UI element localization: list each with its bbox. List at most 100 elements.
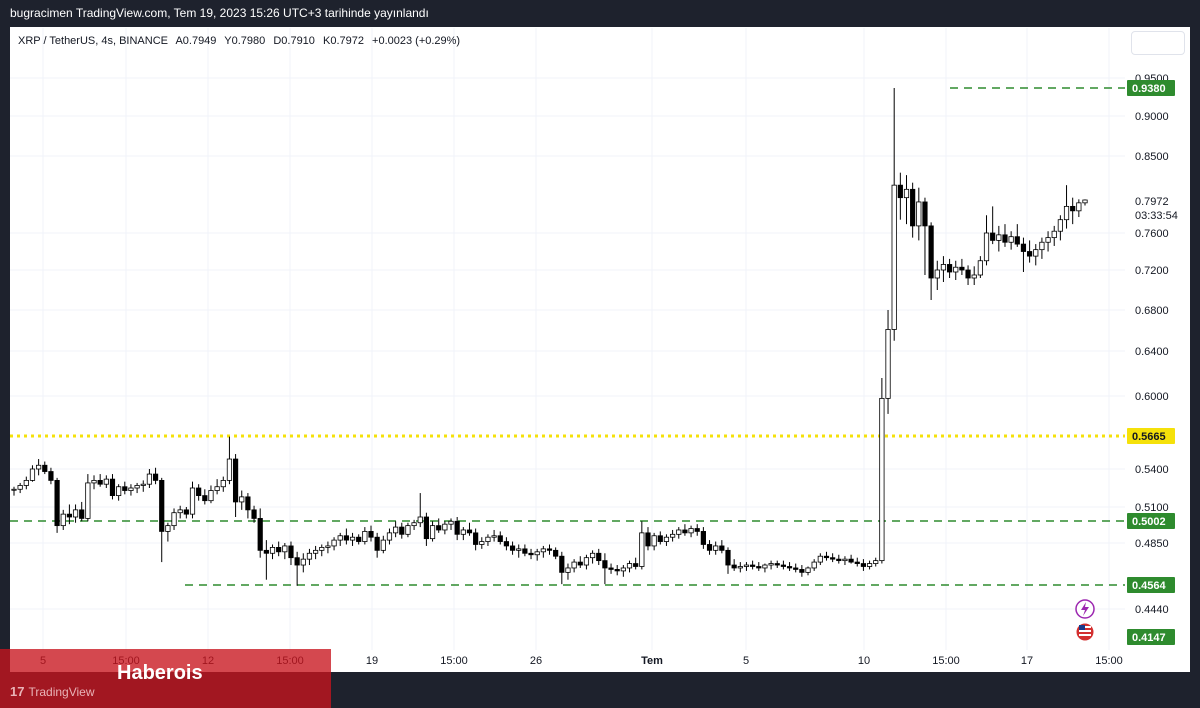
candle-body bbox=[269, 547, 276, 554]
candle-body bbox=[122, 486, 128, 491]
y-tick-label: 0.6000 bbox=[1135, 391, 1169, 403]
candle-body bbox=[473, 532, 479, 545]
candle-body bbox=[356, 536, 362, 542]
candle-body bbox=[596, 552, 602, 562]
y-tick-label: 0.7600 bbox=[1135, 228, 1169, 240]
candle-body bbox=[608, 567, 614, 570]
indicator-box[interactable] bbox=[1131, 31, 1185, 55]
candle-body bbox=[337, 535, 343, 541]
candle-body bbox=[860, 563, 867, 567]
close-value: K0.7972 bbox=[322, 35, 364, 47]
candle-body bbox=[245, 496, 251, 511]
candle-body bbox=[626, 563, 633, 569]
candle-body bbox=[706, 544, 713, 551]
symbol-name[interactable]: XRP / TetherUS, 4s, BINANCE bbox=[18, 35, 168, 47]
candle-body bbox=[651, 535, 657, 547]
candle-body bbox=[737, 566, 743, 569]
candle-body bbox=[479, 541, 485, 545]
candle-body bbox=[959, 266, 965, 271]
candle-body bbox=[72, 509, 79, 518]
candle-body bbox=[140, 483, 146, 486]
candle-body bbox=[694, 528, 700, 532]
candle-body bbox=[565, 567, 571, 573]
candle-body bbox=[23, 479, 29, 486]
candle-body bbox=[1070, 205, 1076, 212]
candle-body bbox=[614, 569, 620, 572]
candle-body bbox=[1008, 236, 1014, 243]
candle-body bbox=[811, 561, 817, 569]
candle-body bbox=[983, 232, 990, 262]
candle-body bbox=[528, 552, 534, 556]
candle-body bbox=[36, 464, 42, 470]
candle-body bbox=[762, 564, 768, 569]
candle-body bbox=[448, 520, 454, 525]
candle-body bbox=[109, 478, 116, 496]
haberois-banner bbox=[0, 649, 331, 708]
candle-body bbox=[159, 479, 165, 532]
level-badge-bg bbox=[1127, 80, 1175, 96]
candle-body bbox=[380, 539, 386, 551]
price-levels bbox=[10, 87, 1125, 586]
candle-body bbox=[423, 516, 429, 540]
candle-body bbox=[620, 567, 626, 572]
y-tick-label: 0.5400 bbox=[1135, 464, 1169, 476]
open-value: A0.7949 bbox=[175, 35, 217, 47]
candle-body bbox=[971, 274, 977, 279]
x-tick-label: 5 bbox=[743, 655, 749, 667]
candle-body bbox=[349, 536, 356, 541]
candle-body bbox=[928, 225, 934, 279]
candle-body bbox=[682, 529, 688, 534]
candle-body bbox=[940, 264, 947, 271]
candle-body bbox=[417, 516, 423, 524]
candle-body bbox=[793, 567, 799, 570]
price-badges: 0.9380 0.5665 0.5002 0.4564 0.4147 0.7972 03:3… bbox=[1127, 80, 1178, 645]
change-value: +0.0023 (+0.29%) bbox=[372, 35, 461, 47]
bottom-price-badge-bg bbox=[1127, 629, 1175, 645]
candle-body bbox=[374, 536, 380, 551]
candle-body bbox=[1020, 243, 1027, 252]
candle-body bbox=[196, 487, 202, 496]
candle-body bbox=[1027, 251, 1033, 257]
low-value: D0.7910 bbox=[273, 35, 315, 47]
candle-body bbox=[276, 547, 282, 553]
candle-body bbox=[522, 548, 528, 554]
candle-body bbox=[589, 552, 596, 559]
flash-icon-glyph bbox=[1081, 602, 1089, 616]
tradingview-logo-icon: 17 bbox=[10, 684, 25, 699]
candle-body bbox=[700, 531, 706, 545]
x-tick-label: 19 bbox=[366, 655, 378, 667]
candle-body bbox=[540, 548, 546, 553]
candle-body bbox=[503, 541, 510, 547]
candle-body bbox=[66, 513, 72, 518]
candle-body bbox=[965, 269, 971, 279]
candle-body bbox=[873, 560, 879, 564]
candle-body bbox=[491, 535, 497, 538]
candle-body bbox=[750, 564, 756, 567]
candle-body bbox=[300, 558, 306, 566]
candle-body bbox=[1033, 249, 1039, 257]
candle-body bbox=[799, 569, 805, 573]
candle-body bbox=[842, 558, 848, 562]
candle-body bbox=[325, 545, 331, 548]
candle-body bbox=[1014, 236, 1020, 245]
candle-body bbox=[466, 529, 473, 534]
candle-body bbox=[393, 526, 399, 534]
candle-body bbox=[725, 549, 731, 566]
candle-body bbox=[663, 536, 670, 542]
candle-body bbox=[405, 525, 411, 535]
candle-body bbox=[534, 551, 540, 556]
candle-body bbox=[60, 513, 66, 527]
countdown-label: 03:33:54 bbox=[1135, 210, 1178, 222]
candle-body bbox=[251, 509, 257, 519]
candle-body bbox=[509, 545, 516, 551]
candle-body bbox=[1045, 237, 1051, 243]
x-tick-label: 26 bbox=[530, 655, 542, 667]
candle-body bbox=[497, 535, 503, 542]
level-badge-bg bbox=[1127, 577, 1175, 593]
candle-body bbox=[232, 458, 239, 503]
x-tick-label: 15:00 bbox=[440, 655, 468, 667]
candle-body bbox=[29, 468, 36, 481]
x-tick-label: 15:00 bbox=[932, 655, 960, 667]
candle-body bbox=[306, 552, 313, 560]
